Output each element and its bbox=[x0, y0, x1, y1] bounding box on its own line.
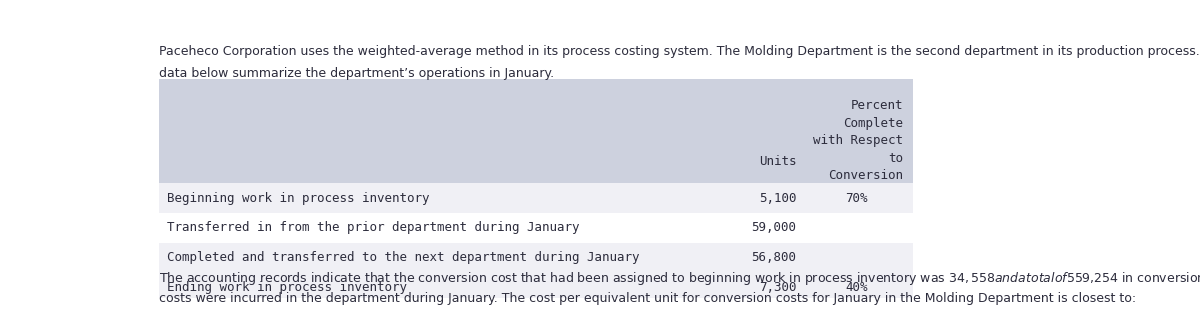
Text: data below summarize the department’s operations in January.: data below summarize the department’s op… bbox=[160, 67, 554, 80]
Text: Units: Units bbox=[758, 155, 797, 168]
Text: Transferred in from the prior department during January: Transferred in from the prior department… bbox=[167, 221, 580, 234]
Text: Ending work in process inventory: Ending work in process inventory bbox=[167, 281, 407, 294]
Text: 56,800: 56,800 bbox=[751, 251, 797, 264]
Bar bbox=[160, 243, 912, 272]
Text: Completed and transferred to the next department during January: Completed and transferred to the next de… bbox=[167, 251, 640, 264]
Text: 59,000: 59,000 bbox=[751, 221, 797, 234]
Bar bbox=[160, 272, 912, 302]
Bar bbox=[160, 183, 912, 213]
Text: Percent
Complete
with Respect
to
Conversion: Percent Complete with Respect to Convers… bbox=[814, 99, 904, 182]
Bar bbox=[160, 79, 912, 183]
Text: 40%: 40% bbox=[846, 281, 868, 294]
Text: 5,100: 5,100 bbox=[758, 192, 797, 205]
Bar bbox=[160, 213, 912, 243]
Text: Beginning work in process inventory: Beginning work in process inventory bbox=[167, 192, 430, 205]
Text: 70%: 70% bbox=[846, 192, 868, 205]
Text: 7,300: 7,300 bbox=[758, 281, 797, 294]
Text: The accounting records indicate that the conversion cost that had been assigned : The accounting records indicate that the… bbox=[160, 270, 1200, 287]
Text: Paceheco Corporation uses the weighted-average method in its process costing sys: Paceheco Corporation uses the weighted-a… bbox=[160, 45, 1200, 58]
Text: costs were incurred in the department during January. The cost per equivalent un: costs were incurred in the department du… bbox=[160, 292, 1136, 305]
